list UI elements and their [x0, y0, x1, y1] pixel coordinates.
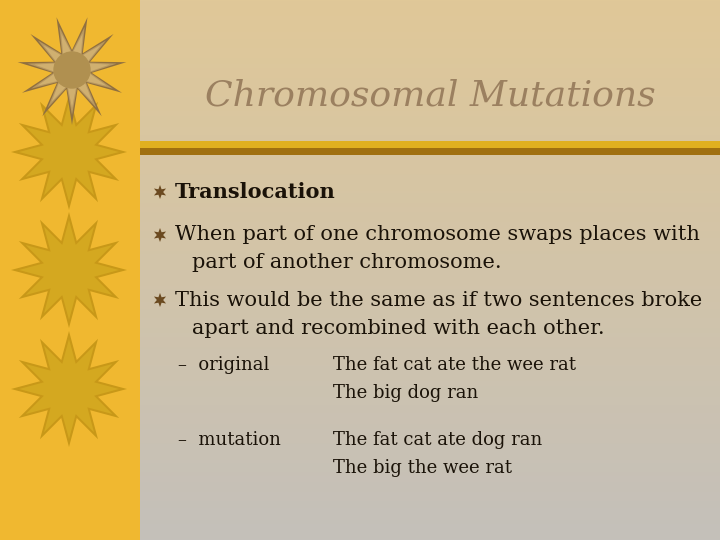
Polygon shape — [27, 27, 117, 115]
Polygon shape — [35, 33, 109, 108]
Bar — [140, 141, 720, 148]
Text: Translocation: Translocation — [175, 182, 336, 202]
Polygon shape — [17, 17, 127, 125]
Bar — [0, 0, 140, 540]
Polygon shape — [11, 331, 127, 447]
Polygon shape — [19, 220, 119, 320]
Text: The big dog ran: The big dog ran — [333, 384, 478, 402]
Text: When part of one chromosome swaps places with: When part of one chromosome swaps places… — [175, 226, 700, 245]
Polygon shape — [154, 293, 166, 307]
Polygon shape — [154, 228, 166, 242]
Text: part of another chromosome.: part of another chromosome. — [192, 253, 502, 273]
Bar — [140, 148, 720, 155]
Polygon shape — [19, 339, 119, 439]
Text: apart and recombined with each other.: apart and recombined with each other. — [192, 319, 605, 338]
Polygon shape — [154, 185, 166, 199]
Text: The big the wee rat: The big the wee rat — [333, 459, 512, 477]
Text: Chromosomal Mutations: Chromosomal Mutations — [204, 78, 655, 112]
Text: The fat cat ate the wee rat: The fat cat ate the wee rat — [333, 356, 576, 374]
Text: The fat cat ate dog ran: The fat cat ate dog ran — [333, 431, 542, 449]
Text: –  original: – original — [178, 356, 269, 374]
Text: –  mutation: – mutation — [178, 431, 281, 449]
Circle shape — [54, 52, 90, 88]
Polygon shape — [19, 102, 119, 202]
Polygon shape — [11, 212, 127, 328]
Polygon shape — [11, 94, 127, 210]
Text: This would be the same as if two sentences broke: This would be the same as if two sentenc… — [175, 291, 702, 309]
